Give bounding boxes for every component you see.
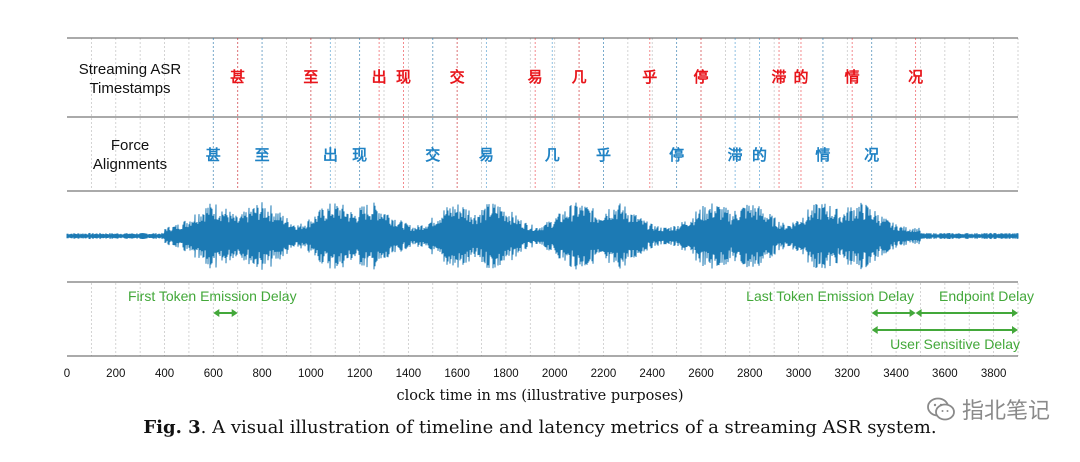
axis-tick-label: 800: [252, 368, 271, 380]
streaming-row-label-line2: Timestamps: [89, 80, 171, 97]
streaming-row-label: Streaming ASR Timestamps: [60, 60, 200, 98]
figure-caption: Fig. 3. A visual illustration of timelin…: [0, 417, 1080, 438]
streaming-token: 情: [845, 68, 860, 86]
streaming-token: 乎: [642, 68, 657, 86]
metric-label: User Sensitive Delay: [890, 336, 1020, 352]
axis-title: clock time in ms (illustrative purposes): [396, 388, 684, 404]
metric-arrowhead-left: [871, 309, 878, 317]
force-tokens: 甚至出现交易几乎停滞的情况: [206, 38, 879, 190]
force-row-label-line2: Alignments: [92, 156, 168, 173]
force-token: 乎: [596, 146, 611, 164]
metric-arrowhead-right: [1012, 326, 1018, 334]
watermark: 指北笔记: [926, 393, 1050, 425]
axis-tick-label: 3000: [786, 368, 812, 380]
caption-text: . A visual illustration of timeline and …: [200, 417, 937, 438]
streaming-token: 的: [793, 68, 808, 86]
force-token: 交: [425, 146, 440, 164]
streaming-token: 几: [572, 68, 587, 86]
streaming-token: 甚: [230, 68, 245, 86]
axis-tick-label: 200: [106, 368, 125, 380]
axis-tick-label: 600: [204, 368, 223, 380]
streaming-token: 出: [372, 68, 387, 86]
metric-arrowhead-right: [231, 309, 238, 317]
streaming-token: 易: [528, 68, 543, 86]
force-token: 况: [864, 146, 879, 164]
force-row-label-line1: Force: [110, 137, 150, 154]
axis-tick-label: 3400: [883, 368, 909, 380]
force-token: 现: [352, 146, 367, 164]
row-separators: [67, 37, 1018, 357]
latency-metrics: First Token Emission Delay Last Token Emi…: [128, 288, 1034, 352]
force-token: 停: [669, 146, 684, 164]
caption-label: Fig. 3: [143, 417, 201, 438]
watermark-text: 指北笔记: [961, 399, 1050, 424]
metric-arrowhead-left: [871, 326, 878, 334]
waveform-trace: [66, 202, 1019, 270]
wechat-icon: [927, 397, 955, 421]
axis-tick-label: 3600: [932, 368, 958, 380]
axis-tick-label: 1600: [444, 368, 470, 380]
axis-tick-label: 1800: [493, 368, 519, 380]
streaming-token: 停: [693, 68, 708, 86]
axis-tick-label: 1200: [347, 368, 373, 380]
streaming-row-label-line1: Streaming ASR: [78, 61, 182, 78]
metric-label: First Token Emission Delay: [128, 288, 297, 304]
metric-label: Last Token Emission Delay: [746, 288, 914, 304]
streaming-token: 况: [908, 68, 923, 86]
streaming-token: 交: [450, 68, 465, 86]
axis-tick-label: 3200: [835, 368, 861, 380]
streaming-tokens: 甚至出现交易几乎停滞的情况: [230, 38, 923, 190]
force-row-label: Force Alignments: [60, 136, 200, 174]
streaming-token: 至: [303, 68, 318, 86]
axis-tick-label: 0: [64, 368, 70, 380]
axis-tick-label: 2600: [688, 368, 714, 380]
axis-tick-label: 2000: [542, 368, 568, 380]
metric-label: Endpoint Delay: [939, 288, 1034, 304]
streaming-token: 现: [396, 68, 411, 86]
force-token: 易: [479, 146, 494, 164]
force-token: 几: [545, 146, 560, 164]
axis-tick-label: 1400: [396, 368, 422, 380]
force-token: 出: [323, 146, 338, 164]
metric-arrowhead-left: [213, 309, 220, 317]
force-token: 滞: [728, 146, 743, 164]
force-token: 情: [815, 146, 830, 164]
metric-arrowhead-left: [915, 309, 922, 317]
axis-tick-label: 1000: [298, 368, 324, 380]
axis-ticks: 0 200 400 600 800 1000 1200 1400 1600 1800 2000 220…: [64, 368, 1007, 380]
force-token: 甚: [206, 146, 221, 164]
force-token: 的: [752, 146, 767, 164]
axis-tick-label: 400: [155, 368, 174, 380]
force-token: 至: [255, 146, 270, 164]
axis-tick-label: 2400: [639, 368, 665, 380]
axis-tick-label: 2800: [737, 368, 763, 380]
metric-arrowhead-right: [1012, 309, 1018, 317]
axis-tick-label: 3800: [981, 368, 1007, 380]
audio-waveform: [66, 202, 1019, 270]
metric-arrowhead-right: [909, 309, 916, 317]
axis-tick-label: 2200: [591, 368, 617, 380]
streaming-token: 滞: [772, 68, 787, 86]
